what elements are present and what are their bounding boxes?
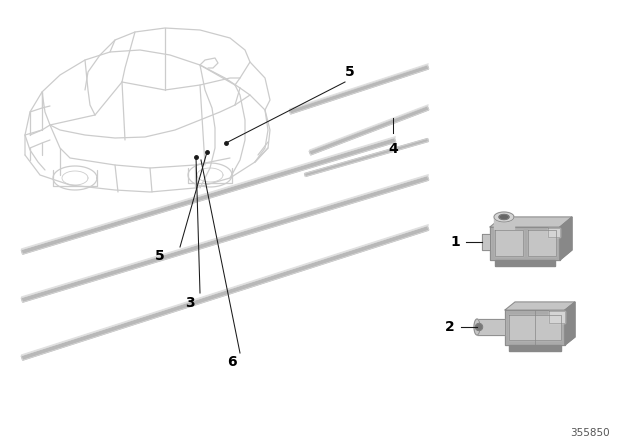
Polygon shape xyxy=(549,311,565,323)
Polygon shape xyxy=(495,260,555,266)
Text: 1: 1 xyxy=(451,235,460,249)
Polygon shape xyxy=(474,319,480,335)
Polygon shape xyxy=(509,345,561,351)
Text: 3: 3 xyxy=(185,296,195,310)
Polygon shape xyxy=(490,227,560,260)
Polygon shape xyxy=(477,319,505,335)
Polygon shape xyxy=(560,217,572,260)
Polygon shape xyxy=(305,138,428,177)
Polygon shape xyxy=(494,212,514,222)
Polygon shape xyxy=(565,302,575,345)
Polygon shape xyxy=(505,302,575,310)
Text: 4: 4 xyxy=(388,142,398,156)
Polygon shape xyxy=(509,315,561,340)
Polygon shape xyxy=(490,217,572,227)
Text: 5: 5 xyxy=(155,249,165,263)
Polygon shape xyxy=(309,106,429,155)
Text: 2: 2 xyxy=(445,320,455,334)
Polygon shape xyxy=(289,65,429,114)
Polygon shape xyxy=(528,230,556,256)
Text: 6: 6 xyxy=(227,355,237,369)
Polygon shape xyxy=(548,228,560,237)
Text: 5: 5 xyxy=(345,65,355,79)
Polygon shape xyxy=(495,230,523,256)
Polygon shape xyxy=(476,323,483,331)
Polygon shape xyxy=(21,138,396,254)
Polygon shape xyxy=(494,217,514,229)
Text: 355850: 355850 xyxy=(570,428,610,438)
Polygon shape xyxy=(21,176,429,302)
Polygon shape xyxy=(505,310,565,345)
Polygon shape xyxy=(21,226,429,360)
Polygon shape xyxy=(482,234,490,250)
Polygon shape xyxy=(499,215,509,220)
